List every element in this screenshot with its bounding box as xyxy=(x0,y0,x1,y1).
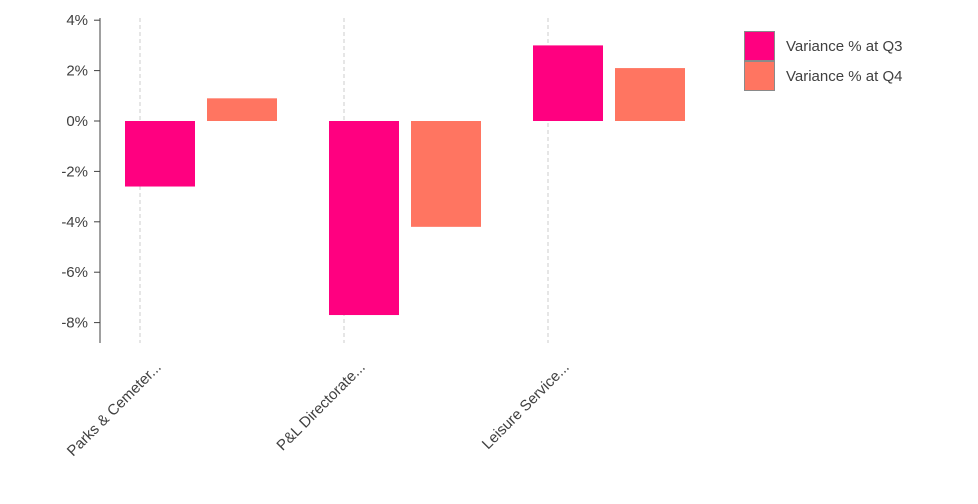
bar-series-1-cat-3 xyxy=(533,45,603,121)
bar-series-1-cat-2 xyxy=(329,121,399,316)
legend-swatch-1 xyxy=(744,31,775,61)
legend: Variance % at Q3 Variance % at Q4 xyxy=(744,31,902,91)
bar-series-1-cat-1 xyxy=(125,121,195,187)
y-tick-label: -8% xyxy=(61,315,88,332)
y-tick-label: 0% xyxy=(66,113,88,130)
y-tick-label: -4% xyxy=(61,214,88,231)
category-label: Parks & Cemeter... xyxy=(64,359,165,460)
legend-swatch-2 xyxy=(744,61,775,91)
bar-series-2-cat-2 xyxy=(411,121,481,227)
x-axis: Parks & Cemeter... P&L Directorate... Leis… xyxy=(64,359,573,460)
bar-series-2-cat-1 xyxy=(207,98,277,121)
y-tick-label: -6% xyxy=(61,264,88,281)
legend-label-2: Variance % at Q4 xyxy=(786,68,902,85)
y-tick-label: 4% xyxy=(66,12,88,29)
y-axis: 4% 2% 0% -2% -4% -6% -8% xyxy=(61,12,101,343)
category-label: P&L Directorate... xyxy=(273,359,368,454)
bars xyxy=(125,45,685,316)
y-tick-label: 2% xyxy=(66,63,88,80)
y-tick-label: -2% xyxy=(61,163,88,180)
legend-label-1: Variance % at Q3 xyxy=(786,38,902,55)
bar-series-2-cat-3 xyxy=(615,68,685,121)
category-label: Leisure Service... xyxy=(479,359,573,453)
